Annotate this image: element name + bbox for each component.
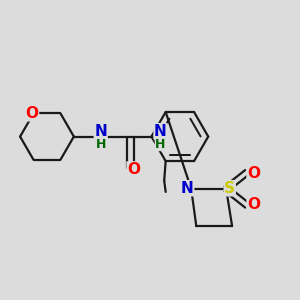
Text: N: N [154,124,167,139]
Text: O: O [26,106,38,121]
Text: O: O [247,166,260,181]
Text: O: O [247,197,260,212]
Text: N: N [181,181,194,196]
Text: H: H [95,137,106,151]
Text: H: H [155,137,166,151]
Text: N: N [94,124,107,139]
Text: S: S [224,181,235,196]
Text: O: O [127,162,140,177]
